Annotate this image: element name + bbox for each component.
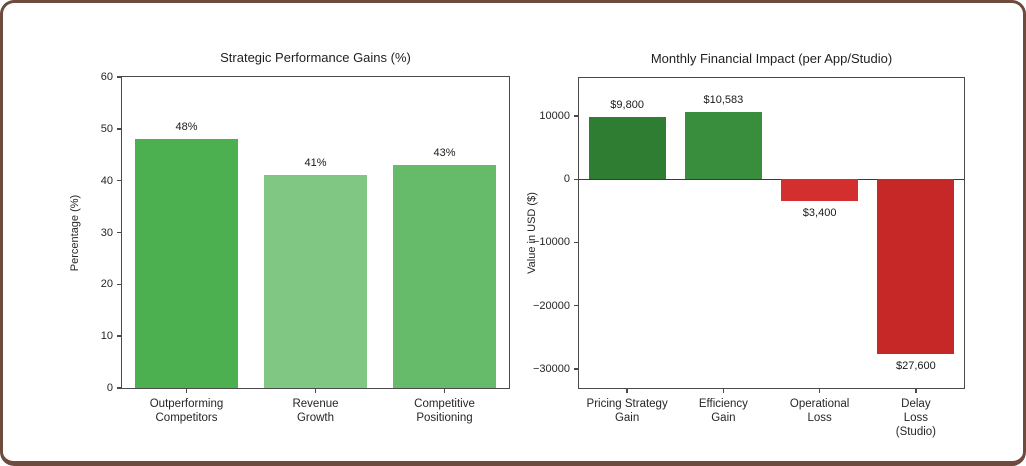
x-tick-label: Pricing Strategy Gain	[586, 398, 668, 424]
y-tick-label: −30000	[532, 363, 570, 376]
bar-value-label: $3,400	[802, 206, 837, 219]
y-tick-label: 20	[100, 278, 113, 291]
financial-impact-chart: Monthly Financial Impact (per App/Studio…	[526, 51, 965, 438]
x-tick-mark	[443, 388, 446, 393]
x-tick-mark	[818, 388, 821, 393]
plot-area: 0 10 20 30 40 50 60 48% Outperforming Competitor…	[101, 71, 510, 424]
bar-value-label: $27,600	[895, 359, 936, 372]
x-tick-mark	[915, 388, 917, 393]
y-tick-label: 10	[100, 330, 113, 343]
bar	[392, 165, 497, 388]
y-tick-mark	[117, 76, 122, 78]
chart-title: Strategic Performance Gains (%)	[220, 50, 411, 65]
bar-value-label: $10,583	[703, 94, 744, 107]
x-tick-mark	[185, 388, 188, 393]
y-tick-mark	[574, 115, 579, 117]
y-tick-mark	[117, 387, 122, 389]
y-axis-label: Percentage (%)	[69, 194, 81, 271]
bar	[684, 112, 762, 180]
y-tick-mark	[117, 231, 122, 234]
y-tick-label: 60	[100, 71, 113, 83]
y-tick-label: 0	[563, 173, 570, 186]
zero-line	[579, 178, 964, 180]
y-tick-label: 30	[100, 226, 113, 239]
x-tick-label: Delay Loss (Studio)	[895, 398, 937, 438]
x-tick-label: Operational Loss	[789, 398, 850, 424]
x-tick-mark	[722, 388, 725, 393]
y-tick-mark	[117, 179, 122, 182]
y-tick-mark	[117, 335, 122, 337]
x-tick-label: Revenue Growth	[292, 398, 339, 424]
bar	[781, 179, 859, 201]
y-tick-mark	[574, 368, 579, 370]
plot-area: 10000 0 −10000 −20000 −30000 $9,800 Pricing St…	[533, 77, 965, 438]
bar	[134, 139, 239, 388]
bar	[588, 117, 666, 180]
chart-title: Monthly Financial Impact (per App/Studio…	[650, 51, 893, 66]
y-tick-label: 0	[106, 382, 113, 394]
performance-gains-chart: Strategic Performance Gains (%) Percenta…	[69, 50, 510, 424]
bar	[263, 175, 368, 388]
x-tick-mark	[314, 388, 317, 393]
y-tick-label: 10000	[539, 109, 570, 122]
y-tick-mark	[574, 178, 579, 180]
y-tick-mark	[117, 128, 122, 130]
y-tick-mark	[574, 241, 579, 244]
y-tick-label: 40	[100, 174, 113, 187]
y-tick-mark	[117, 283, 122, 286]
bar-value-label: 41%	[304, 157, 327, 170]
bar-value-label: 48%	[175, 121, 198, 134]
x-tick-label: Outperforming Competitors	[149, 398, 224, 424]
bar	[877, 179, 955, 354]
bar-value-label: $9,800	[610, 99, 644, 112]
x-tick-label: Efficiency Gain	[698, 398, 748, 424]
y-tick-label: −10000	[532, 236, 570, 249]
x-tick-label: Competitive Positioning	[414, 398, 475, 424]
y-tick-mark	[574, 305, 579, 307]
bar-value-label: 43%	[433, 147, 456, 160]
y-tick-label: 50	[100, 122, 113, 135]
x-tick-mark	[626, 388, 628, 393]
y-axis-label: Value in USD ($)	[526, 192, 538, 274]
y-tick-label: −20000	[532, 299, 570, 312]
